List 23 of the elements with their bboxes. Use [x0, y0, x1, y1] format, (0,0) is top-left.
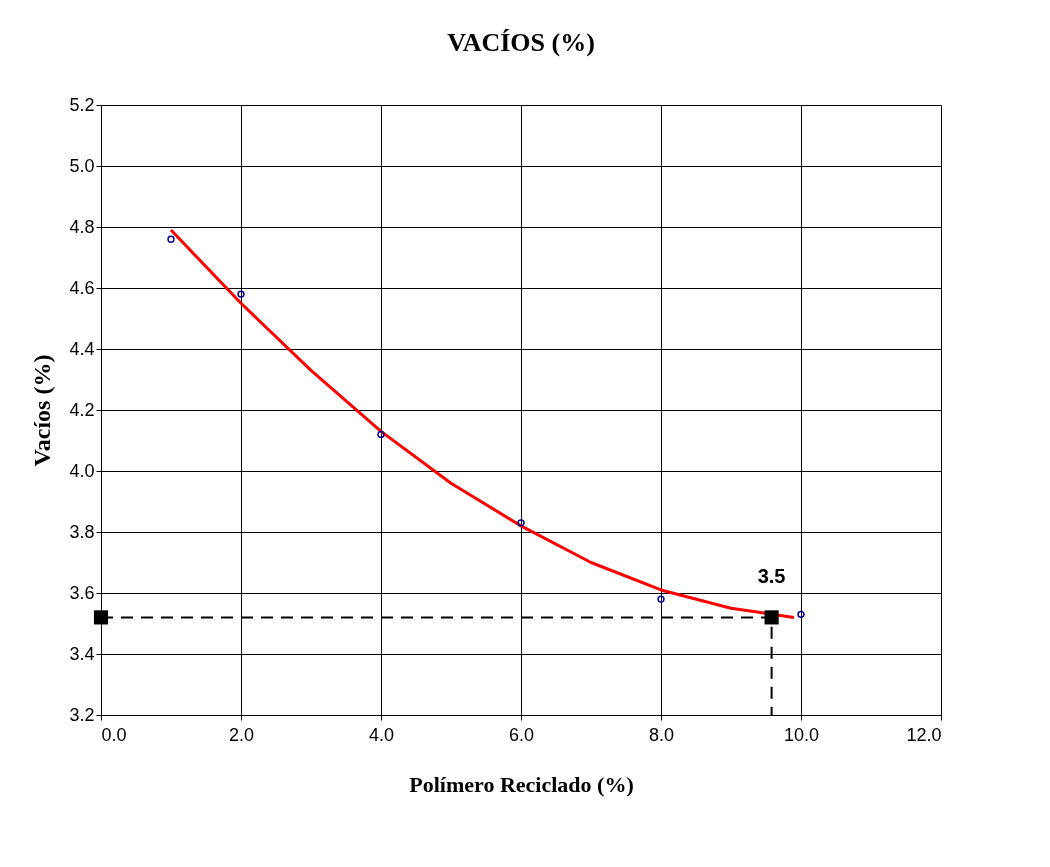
y-tick-label: 4.6	[69, 277, 95, 298]
y-tick-label: 3.4	[69, 643, 95, 664]
x-tick-label: 6.0	[508, 724, 535, 745]
y-tick-label: 4.2	[69, 399, 95, 420]
y-tick-label: 5.2	[69, 94, 95, 115]
chart-title: VACÍOS (%)	[447, 28, 595, 57]
y-tick-label: 4.0	[69, 460, 95, 481]
x-tick-label: 4.0	[368, 724, 395, 745]
y-tick-label: 4.8	[69, 216, 95, 237]
y-tick-label: 5.0	[69, 155, 95, 176]
x-tick-label: 0.0	[101, 724, 127, 745]
x-tick-label: 10.0	[783, 724, 820, 745]
y-tick-label: 3.6	[69, 582, 95, 603]
x-tick-label: 8.0	[648, 724, 675, 745]
line-series	[169, 228, 796, 619]
y-tick-label: 3.8	[69, 521, 95, 542]
y-tick-label: 4.4	[69, 338, 95, 359]
annotation: 3.5	[757, 565, 786, 588]
y-tick-label: 3.2	[69, 704, 95, 725]
x-tick-label: 2.0	[228, 724, 255, 745]
x-axis-title: Polímero Reciclado (%)	[409, 771, 634, 797]
y-axis-title: Vacíos (%)	[29, 354, 56, 467]
x-tick-label: 12.0	[906, 724, 942, 745]
